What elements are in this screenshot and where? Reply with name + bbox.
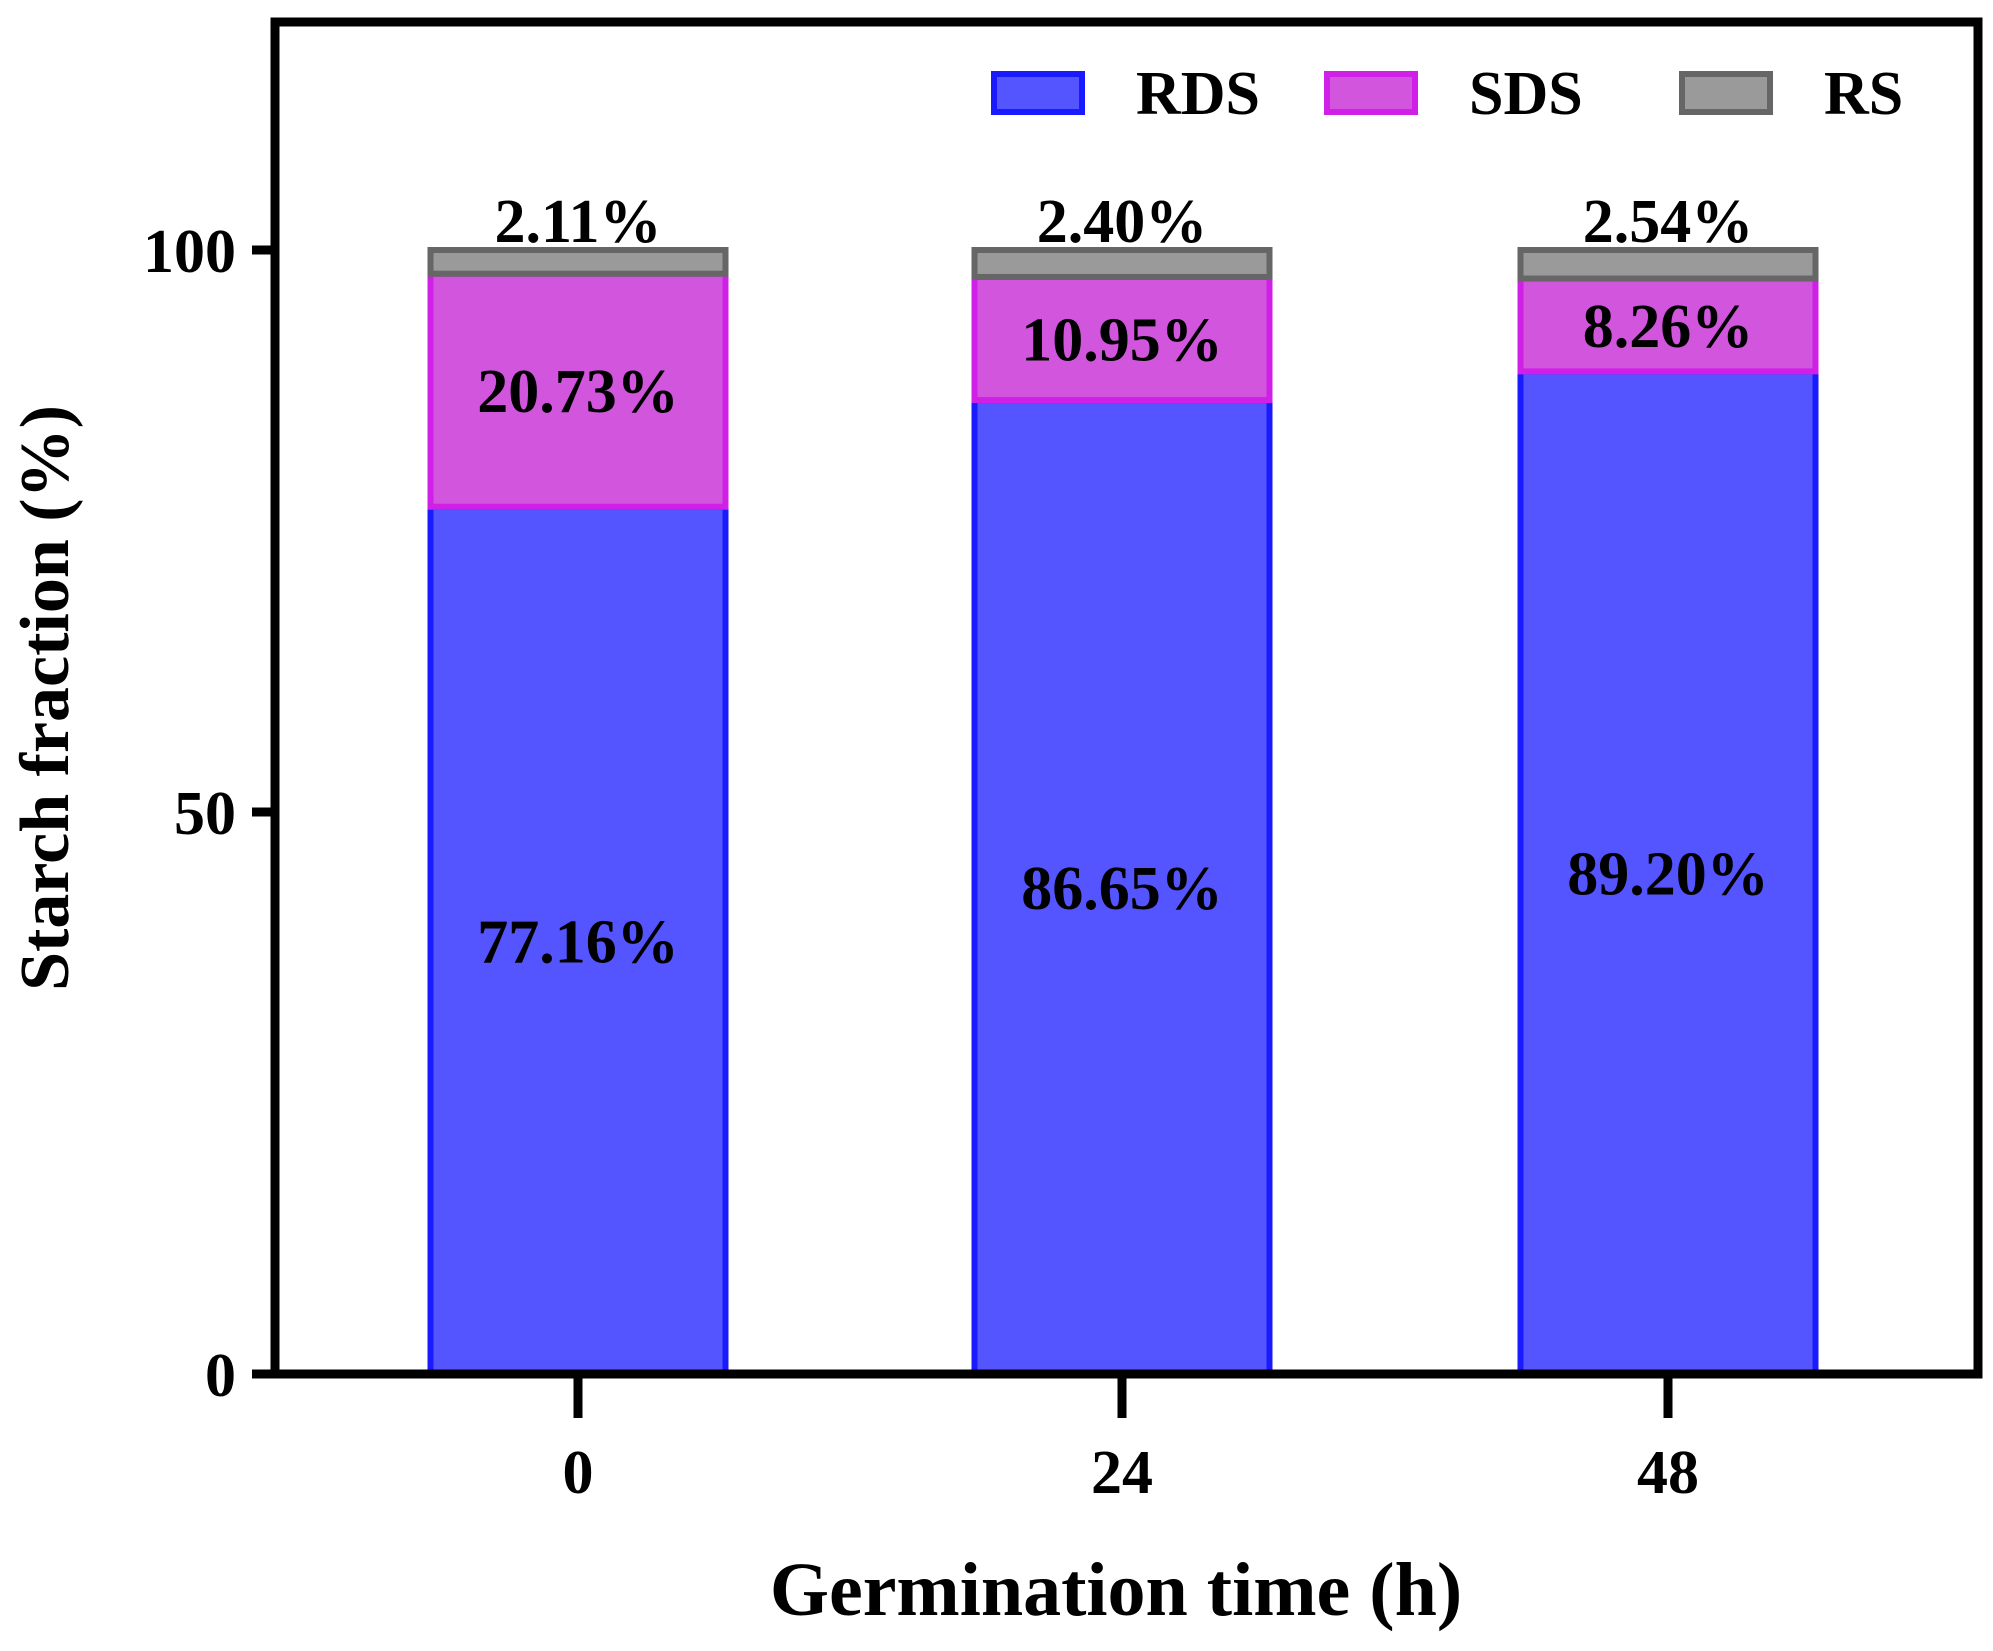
- legend-label-rs: RS: [1824, 60, 1903, 128]
- bars-layer: [427, 247, 1819, 1377]
- bar-sds-48: [1517, 275, 1819, 375]
- bar-rs-48: [1517, 247, 1819, 282]
- y-tick-label-50: 50: [174, 780, 236, 848]
- y-tick-label-100: 100: [143, 218, 236, 286]
- legend: RDS SDS RS: [991, 60, 1903, 128]
- bar-rs-24: [971, 247, 1273, 280]
- x-axis-title: Germination time (h): [770, 1548, 1462, 1632]
- value-label-rds-24: 86.65%: [1021, 855, 1223, 923]
- legend-swatch-rs: [1679, 71, 1773, 115]
- value-label-rs-48: 2.54%: [1583, 188, 1754, 256]
- bar-rds-0: [427, 503, 729, 1377]
- value-label-rds-0: 77.16%: [477, 908, 679, 976]
- legend-swatch-rds: [991, 71, 1085, 115]
- bar-rs-0: [427, 247, 729, 277]
- value-label-sds-48: 8.26%: [1583, 293, 1754, 361]
- value-label-sds-0: 20.73%: [477, 358, 679, 426]
- legend-label-sds: SDS: [1469, 60, 1583, 128]
- bar-rds-24: [971, 397, 1273, 1377]
- value-label-rs-0: 2.11%: [494, 188, 661, 256]
- x-tick-label-24: 24: [1091, 1439, 1153, 1507]
- x-tick-label-0: 0: [563, 1439, 594, 1507]
- value-label-rs-24: 2.40%: [1037, 188, 1208, 256]
- segment-labels-layer: 77.16% 20.73% 2.11% 86.65% 10.95% 2.40% 89.20%…: [477, 188, 1769, 976]
- bar-sds-0: [427, 270, 729, 510]
- y-axis-title: Starch fraction (%): [7, 405, 84, 991]
- legend-swatch-sds: [1324, 71, 1418, 115]
- legend-label-rds: RDS: [1136, 60, 1260, 128]
- y-tick-label-0: 0: [205, 1342, 236, 1410]
- value-label-rds-48: 89.20%: [1567, 841, 1769, 909]
- axes-layer: 0 50 100 0 24 48: [143, 218, 1699, 1507]
- bar-sds-24: [971, 273, 1273, 404]
- x-tick-label-48: 48: [1637, 1439, 1699, 1507]
- value-label-sds-24: 10.95%: [1021, 307, 1223, 375]
